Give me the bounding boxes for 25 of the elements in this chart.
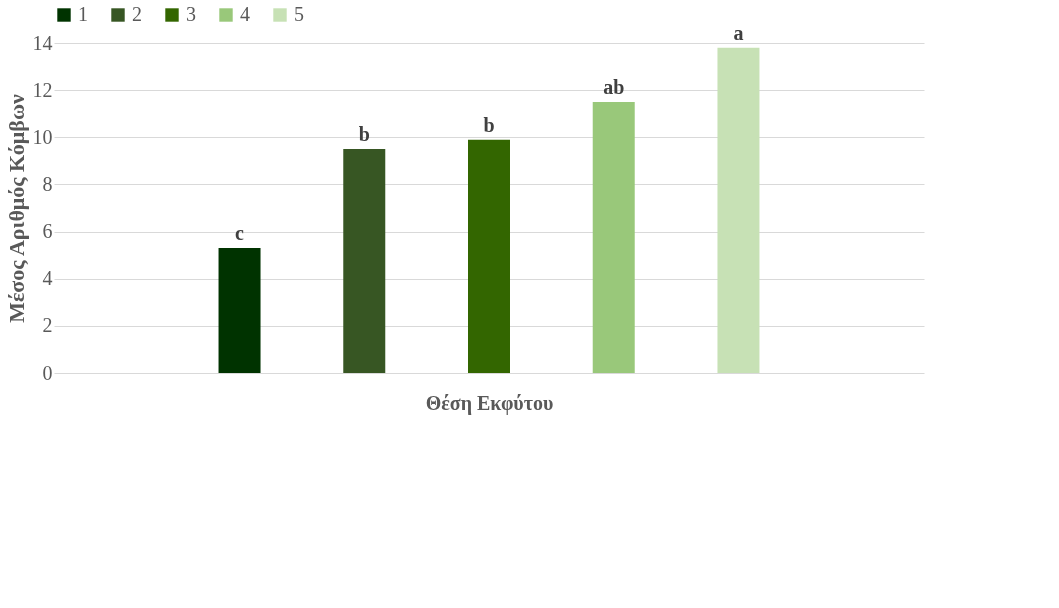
- bar: [468, 139, 510, 373]
- bar: [343, 149, 386, 373]
- y-tick-label: 8: [42, 172, 53, 195]
- bar: [717, 47, 760, 373]
- data-label: c: [235, 222, 245, 245]
- y-axis-title: Μέσος Αριθμός Κόμβων: [3, 94, 29, 323]
- bar: [592, 101, 635, 373]
- legend-label: 3: [186, 3, 196, 25]
- data-label: b: [483, 113, 495, 136]
- y-tick-label: 4: [42, 267, 53, 290]
- data-label: a: [733, 21, 744, 44]
- x-axis-title: Θέση Εκφύτου: [425, 391, 554, 415]
- legend-label: 1: [78, 3, 88, 25]
- y-tick-label: 0: [42, 361, 53, 384]
- y-tick-label: 14: [32, 31, 53, 54]
- y-tick-label: 12: [32, 78, 53, 101]
- bar: [218, 248, 261, 373]
- y-tick-label: 6: [42, 220, 53, 243]
- legend-label: 2: [132, 3, 142, 25]
- data-label: b: [358, 123, 370, 146]
- data-label: ab: [603, 75, 625, 98]
- y-tick-label: 2: [42, 314, 53, 337]
- legend-label: 5: [294, 3, 304, 25]
- y-tick-label: 10: [32, 125, 53, 148]
- legend-label: 4: [240, 3, 250, 25]
